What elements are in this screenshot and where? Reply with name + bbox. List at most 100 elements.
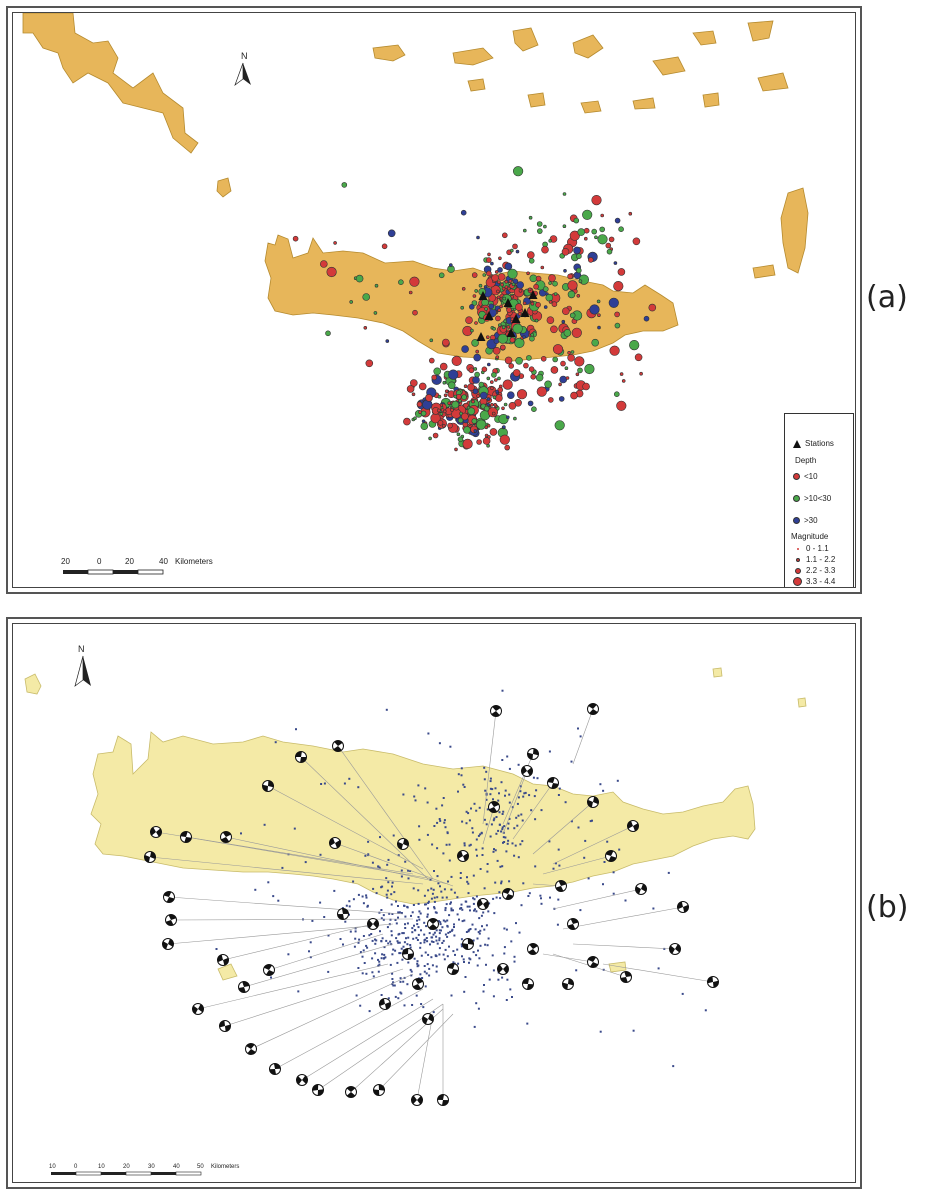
event-a-505: [527, 287, 532, 292]
event-b-32: [433, 931, 436, 934]
beachball-15: [219, 1020, 231, 1032]
event-a-270: [454, 447, 458, 452]
event-b-202: [492, 969, 495, 972]
event-b-171: [461, 920, 464, 923]
event-b-478: [483, 778, 486, 781]
beachball-45: [497, 963, 509, 975]
event-b-268: [423, 921, 426, 924]
event-a-520: [608, 236, 615, 243]
event-b-51: [482, 990, 485, 993]
event-a-537: [536, 221, 543, 227]
event-a-640: [491, 372, 497, 378]
event-a-563: [591, 228, 598, 235]
event-b-633: [681, 992, 684, 995]
event-b-692: [368, 1010, 371, 1013]
event-a-604: [325, 330, 331, 337]
event-a-594: [554, 420, 565, 431]
event-b-605: [323, 782, 326, 785]
event-a-146: [496, 289, 500, 294]
beachball-12: [263, 964, 275, 976]
event-b-289: [488, 978, 491, 981]
mag-size-1-icon: [796, 547, 799, 550]
event-b-86: [439, 885, 441, 888]
event-b-267: [389, 963, 392, 966]
event-b-79: [463, 961, 465, 963]
event-a-383: [505, 415, 510, 420]
event-a-471: [530, 373, 537, 380]
event-b-62: [416, 919, 418, 922]
beachball-53: [457, 850, 469, 862]
event-b-212: [395, 922, 398, 925]
event-b-694: [498, 792, 500, 795]
event-b-386: [418, 838, 421, 841]
event-b-285: [385, 893, 388, 896]
event-b-439: [502, 810, 505, 813]
event-a-213: [443, 393, 448, 398]
event-a-359: [442, 409, 447, 414]
event-a-499: [560, 360, 566, 367]
event-a-405: [513, 287, 525, 298]
event-b-314: [438, 947, 441, 950]
event-b-526: [583, 856, 586, 859]
event-b-149: [428, 974, 431, 977]
event-a-529: [575, 267, 582, 274]
event-b-114: [420, 1003, 423, 1005]
event-a-438: [584, 363, 595, 375]
leader-line-29: [532, 801, 594, 855]
event-b-313: [392, 981, 395, 984]
event-b-373: [439, 921, 442, 924]
event-b-514: [460, 943, 463, 946]
leader-line-31: [542, 855, 612, 875]
leader-line-35: [542, 953, 594, 963]
event-a-610: [548, 239, 553, 243]
event-b-651: [323, 916, 326, 918]
event-b-433: [489, 777, 492, 780]
event-a-324: [448, 369, 459, 380]
event-a-457: [543, 305, 548, 309]
event-b-239: [509, 988, 512, 991]
beachball-11: [217, 954, 229, 966]
event-b-85: [398, 932, 401, 935]
event-b-98: [428, 932, 431, 935]
event-b-594: [380, 909, 383, 911]
event-a-118: [529, 274, 538, 283]
legend-mag-row-2: 1.1 - 2.2: [793, 555, 835, 564]
event-b-257: [390, 893, 393, 896]
event-b-409: [501, 826, 504, 829]
event-b-263: [435, 965, 438, 968]
map-a-svg: N 20 0 20 40 Kilometers: [22, 13, 809, 575]
landmass-kythira: [216, 177, 232, 198]
event-b-641: [526, 1022, 529, 1025]
event-a-508: [614, 311, 620, 318]
island-karpathos: [780, 187, 809, 274]
event-b-39: [487, 937, 490, 940]
event-b-648: [391, 885, 393, 888]
beachball-13: [238, 981, 250, 993]
event-a-512: [552, 344, 564, 355]
event-a-468: [575, 372, 580, 377]
event-a-602: [365, 359, 374, 368]
event-b-295: [477, 949, 479, 952]
event-b-290: [382, 914, 385, 917]
north-arrow-b: N: [74, 644, 91, 687]
beachball-46: [522, 978, 534, 990]
panel-b-label: (b): [866, 890, 909, 925]
event-a-598: [406, 385, 415, 393]
event-a-630: [408, 290, 413, 295]
event-a-62: [482, 273, 487, 277]
station-marker-6: [506, 328, 516, 337]
event-b-17: [452, 950, 455, 953]
event-a-477: [523, 362, 529, 369]
event-b-139: [410, 914, 412, 917]
event-b-3: [419, 942, 422, 945]
event-b-390: [493, 817, 496, 820]
event-b-555: [357, 786, 360, 789]
event-b-136: [426, 913, 429, 916]
event-a-334: [439, 412, 444, 416]
beachball-2: [262, 780, 274, 792]
event-a-151: [504, 279, 509, 284]
event-a-624: [409, 276, 420, 287]
event-b-169: [385, 939, 388, 942]
event-a-494: [558, 396, 565, 402]
leader-line-13: [243, 943, 394, 988]
